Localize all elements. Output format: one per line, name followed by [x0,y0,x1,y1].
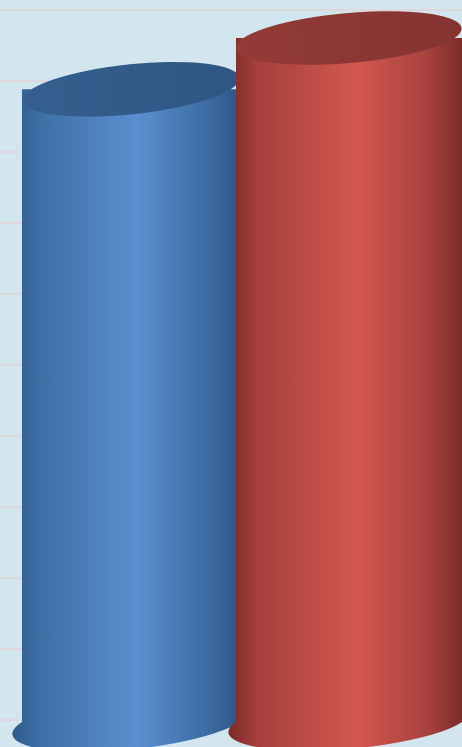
bar-blue [12,61,240,747]
bar-top [22,61,240,117]
bar-body [12,89,240,747]
bar-top [236,11,462,65]
bar-body [228,38,462,747]
bar-red [228,11,462,747]
bars [12,11,462,747]
